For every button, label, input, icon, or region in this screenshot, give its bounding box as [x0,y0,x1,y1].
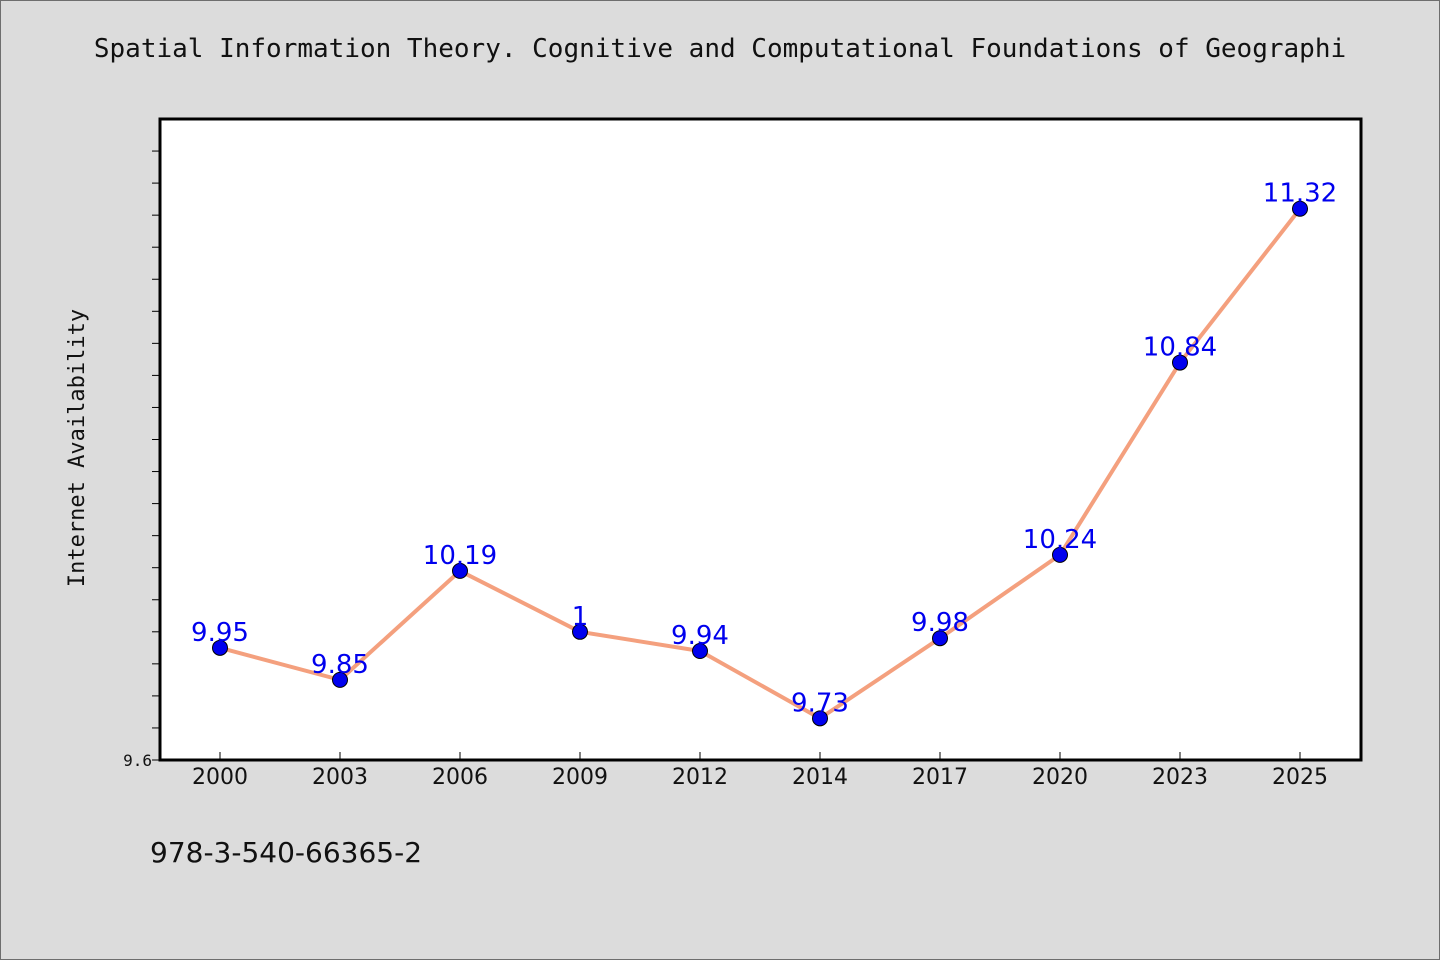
data-label: 9.73 [791,688,849,718]
data-point [812,710,828,727]
x-tick-label: 2017 [912,765,968,790]
chart-title: Spatial Information Theory. Cognitive an… [93,34,1347,64]
data-label: 9.95 [191,618,249,648]
data-label: 10.24 [1023,525,1097,555]
data-point [212,639,228,656]
x-axis-ticks: 2000 2003 2006 2009 2012 2014 2017 2020 2023 2025 [192,752,1328,790]
x-tick-label: 2009 [552,765,608,790]
data-label: 1 [572,602,589,632]
data-label: 9.85 [311,650,369,680]
data-labels: 9.95 9.85 10.19 1 9.94 9.73 9.98 10.24 10.84 11.3… [191,179,1337,719]
data-label: 9.94 [671,621,729,651]
data-point [1172,354,1188,371]
data-label: 9.98 [911,608,969,638]
x-tick-label: 2006 [432,765,488,790]
data-point [932,630,948,647]
x-tick-label: 2003 [312,765,368,790]
data-point [332,671,348,688]
data-label: 10.19 [423,541,497,571]
data-point [452,562,468,579]
y-axis-ticks: 9.6 [123,150,160,770]
isbn-footnote: 978-3-540-66365-2 [150,836,423,869]
data-point [692,643,708,660]
x-tick-label: 2000 [192,765,248,790]
y-tick-label: 9.6 [123,751,152,770]
y-axis-title: Internet Availability [65,309,90,587]
data-label: 10.84 [1143,333,1217,363]
data-label: 11.32 [1263,179,1337,209]
data-point [1292,200,1308,217]
series-line [219,207,1302,721]
x-tick-label: 2014 [792,765,848,790]
x-tick-label: 2023 [1152,765,1208,790]
x-tick-label: 2012 [672,765,728,790]
data-point [1052,546,1068,563]
data-point [572,623,588,640]
x-tick-label: 2020 [1032,765,1088,790]
plot-area [158,117,1363,762]
x-tick-label: 2025 [1272,765,1328,790]
data-points [212,200,1308,727]
